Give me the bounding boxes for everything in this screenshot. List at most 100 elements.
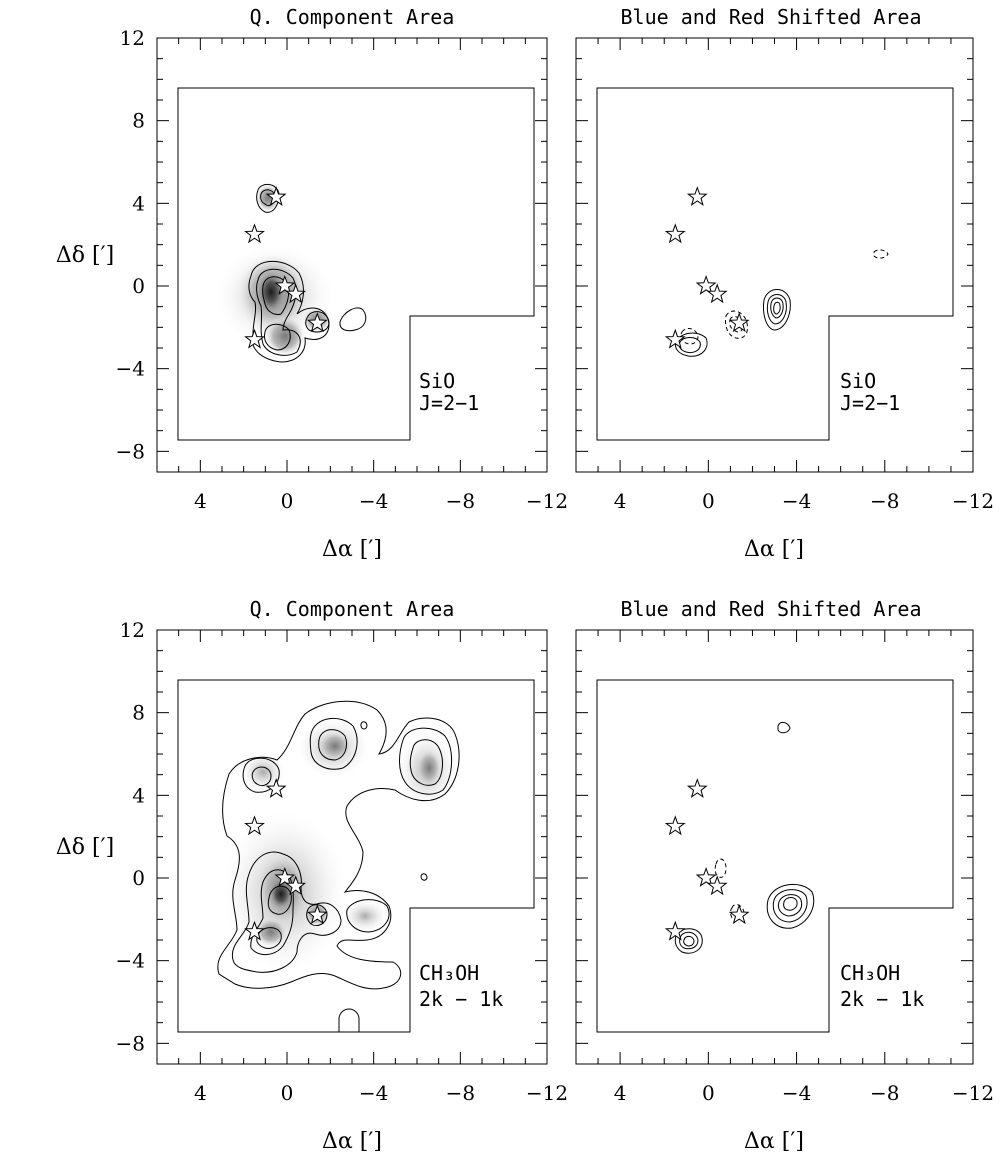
panel-sio-br: Blue and Red Shifted Area 4 0 −4 −8 −12 SiO … <box>575 5 994 562</box>
panel-title: Q. Component Area <box>250 597 455 621</box>
x-ticks <box>597 38 974 472</box>
contour <box>674 928 703 954</box>
transition-label: 2k − 1k <box>840 987 924 1011</box>
x-tick-label: −4 <box>782 1081 811 1105</box>
x-axis-label: Δα [′] <box>322 537 382 562</box>
x-tick-label: 0 <box>702 489 715 513</box>
x-axis-label: Δα [′] <box>744 537 804 562</box>
contour <box>729 316 743 333</box>
map-image <box>217 184 333 356</box>
star-marker <box>274 275 296 295</box>
y-tick-label: 4 <box>132 783 145 807</box>
emission-blob <box>255 918 287 946</box>
star-marker <box>728 904 750 925</box>
star-marker <box>706 875 728 896</box>
coverage-boundary <box>596 87 954 441</box>
contour <box>264 323 291 351</box>
panel-ch3oh-br: Blue and Red Shifted Area 4 0 −4 −8 −12 CH₃O… <box>575 597 994 1154</box>
star-marker <box>285 875 307 896</box>
star-marker <box>706 283 728 304</box>
y-ticks <box>576 58 973 452</box>
star-marker <box>664 920 686 941</box>
star-marker <box>285 283 307 304</box>
x-tick-label: −4 <box>359 489 388 513</box>
star-marker <box>664 328 686 349</box>
contour <box>262 276 290 315</box>
contour <box>217 700 460 990</box>
emission-blob <box>265 316 305 356</box>
panel-sio-q: Q. Component Area 4 0 −4 −8 −12 12 8 4 0 −4 −8 Si… <box>56 5 568 562</box>
y-tick-label: −4 <box>116 949 145 973</box>
panel-title: Blue and Red Shifted Area <box>620 597 921 621</box>
contour <box>256 184 280 213</box>
coverage-boundary <box>177 87 535 441</box>
star-marker <box>306 904 328 925</box>
y-tick-labels: 12 8 4 0 −4 −8 <box>116 618 145 1055</box>
contour <box>256 268 301 356</box>
x-tick-labels: 4 0 −4 −8 −12 <box>194 1081 568 1105</box>
x-tick-label: −8 <box>870 489 899 513</box>
star-marker <box>664 815 686 836</box>
x-axis-label: Δα [′] <box>744 1129 804 1154</box>
contour <box>420 873 428 881</box>
contour <box>339 307 367 332</box>
emission-blob <box>256 184 280 212</box>
panel-title: Q. Component Area <box>250 5 455 29</box>
emission-blob <box>269 878 293 910</box>
contour <box>773 301 781 315</box>
x-tick-label: −12 <box>526 489 568 513</box>
y-tick-label: 12 <box>120 26 145 50</box>
plot-frame <box>156 37 548 473</box>
contour <box>783 897 798 911</box>
molecule-label: SiO <box>419 369 455 393</box>
x-ticks <box>178 630 548 1064</box>
x-tick-label: 4 <box>614 1081 627 1105</box>
x-tick-label: −4 <box>782 489 811 513</box>
y-tick-label: −8 <box>116 439 145 463</box>
y-tick-label: 0 <box>132 866 145 890</box>
x-tick-labels: 4 0 −4 −8 −12 <box>614 489 994 513</box>
star-marker <box>244 223 265 244</box>
plot-frame <box>575 37 974 473</box>
molecule-label: CH₃OH <box>419 961 479 985</box>
x-tick-labels: 4 0 −4 −8 −12 <box>614 1081 994 1105</box>
contour <box>360 721 368 730</box>
contour <box>248 260 330 363</box>
star-marker <box>274 867 296 887</box>
star-marker <box>728 312 750 333</box>
panel-title: Blue and Red Shifted Area <box>620 5 921 29</box>
emission-blob <box>343 900 387 932</box>
molecule-label: SiO <box>840 369 876 393</box>
contour <box>873 249 889 259</box>
star-marker <box>265 186 287 206</box>
contour <box>730 904 745 921</box>
contour <box>678 337 701 353</box>
contour <box>679 931 699 950</box>
contours <box>675 249 889 357</box>
x-tick-label: −4 <box>359 1081 388 1105</box>
emission-blob <box>417 750 441 786</box>
x-tick-label: −8 <box>446 489 475 513</box>
contour <box>714 858 727 878</box>
x-tick-label: −8 <box>446 1081 475 1105</box>
contour <box>675 332 708 357</box>
transition-label: 2k − 1k <box>419 987 503 1011</box>
contours <box>674 721 815 954</box>
x-ticks <box>178 38 548 472</box>
contour <box>766 884 815 929</box>
x-tick-label: 4 <box>194 489 207 513</box>
transition-label: J=2−1 <box>840 391 900 415</box>
y-tick-label: 4 <box>132 191 145 215</box>
x-tick-label: 0 <box>281 489 294 513</box>
coverage-boundary <box>596 679 954 1033</box>
contour <box>399 727 452 795</box>
stars <box>244 778 328 941</box>
x-tick-label: −8 <box>870 1081 899 1105</box>
stars <box>244 186 328 349</box>
contour <box>777 894 803 917</box>
star-marker <box>686 778 708 798</box>
contour <box>318 729 348 761</box>
y-tick-label: 12 <box>120 618 145 642</box>
stars <box>664 186 750 349</box>
